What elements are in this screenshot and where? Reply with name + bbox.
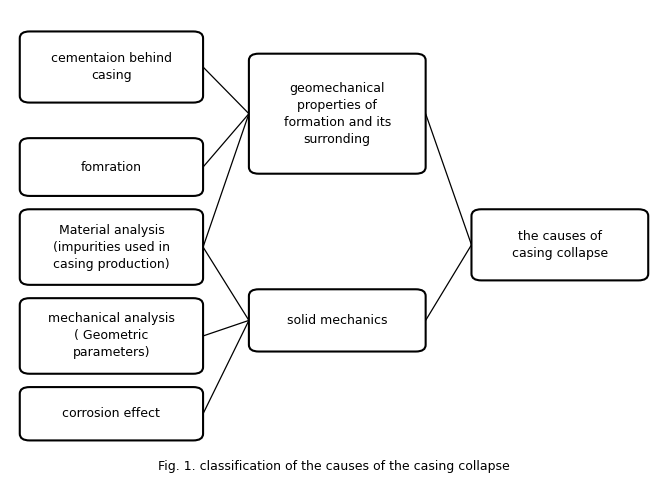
FancyBboxPatch shape	[20, 32, 203, 103]
FancyBboxPatch shape	[472, 209, 648, 281]
FancyBboxPatch shape	[249, 289, 426, 351]
Text: Material analysis
(impurities used in
casing production): Material analysis (impurities used in ca…	[53, 224, 170, 271]
FancyBboxPatch shape	[20, 209, 203, 285]
FancyBboxPatch shape	[249, 54, 426, 174]
Text: corrosion effect: corrosion effect	[63, 407, 160, 420]
Text: fomration: fomration	[81, 161, 142, 174]
FancyBboxPatch shape	[20, 387, 203, 440]
Text: the causes of
casing collapse: the causes of casing collapse	[512, 230, 608, 260]
Text: mechanical analysis
( Geometric
parameters): mechanical analysis ( Geometric paramete…	[48, 313, 175, 359]
FancyBboxPatch shape	[20, 298, 203, 374]
Text: solid mechanics: solid mechanics	[287, 314, 387, 327]
FancyBboxPatch shape	[20, 138, 203, 196]
Text: geomechanical
properties of
formation and its
surronding: geomechanical properties of formation an…	[284, 82, 391, 146]
Text: Fig. 1. classification of the causes of the casing collapse: Fig. 1. classification of the causes of …	[158, 460, 510, 473]
Text: cementaion behind
casing: cementaion behind casing	[51, 52, 172, 82]
